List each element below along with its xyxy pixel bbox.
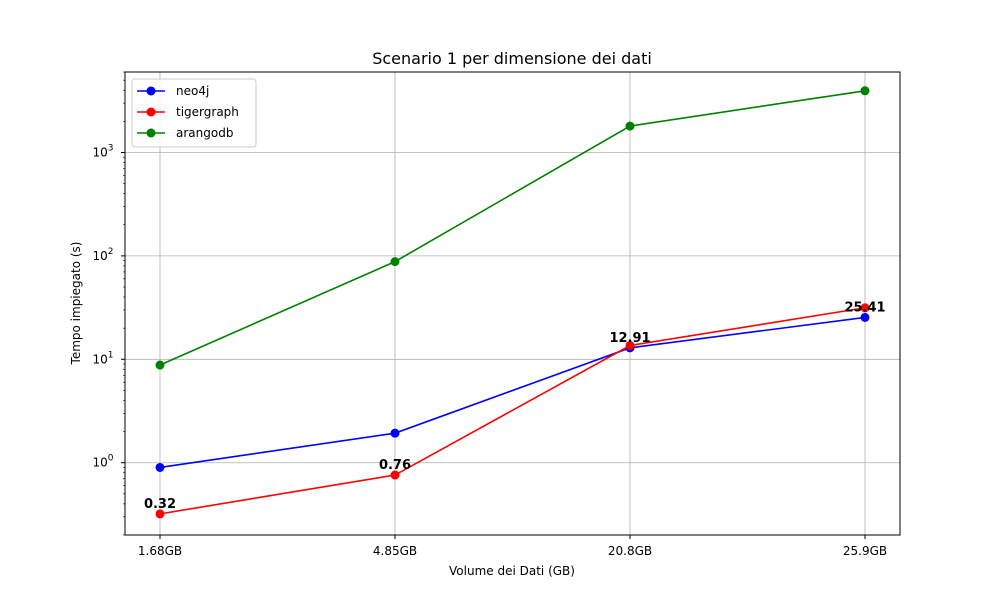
series-line-neo4j bbox=[159, 316, 866, 469]
series-line-arangodb bbox=[159, 89, 866, 366]
data-labels: 0.32 0.76 12.91 25.41 bbox=[144, 300, 886, 511]
data-point-neo4j bbox=[390, 428, 400, 438]
legend: neo4j tigergraph arangodb bbox=[131, 78, 257, 148]
plot-frame bbox=[124, 71, 901, 536]
x-tick-label: 1.68GB bbox=[138, 544, 182, 558]
legend-entry-arangodb: arangodb bbox=[176, 126, 233, 140]
data-point-tigergraph bbox=[625, 340, 635, 350]
data-point-neo4j bbox=[155, 462, 165, 472]
legend-box bbox=[131, 78, 257, 148]
data-label: 0.32 bbox=[144, 497, 176, 512]
y-tick-label: 101 bbox=[92, 350, 113, 366]
legend-marker-neo4j bbox=[146, 86, 156, 96]
x-axis-label: Volume dei Dati (GB) bbox=[449, 564, 575, 578]
legend-entry-neo4j: neo4j bbox=[176, 84, 209, 98]
data-label: 12.91 bbox=[609, 331, 650, 346]
y-tick-label: 102 bbox=[92, 247, 113, 263]
x-tick-label: 20.8GB bbox=[608, 544, 652, 558]
y-tick-label: 100 bbox=[92, 454, 113, 470]
x-tick-label: 25.9GB bbox=[843, 544, 887, 558]
data-point-tigergraph bbox=[860, 303, 870, 313]
series-line-tigergraph bbox=[159, 306, 866, 515]
data-label: 0.76 bbox=[379, 458, 411, 473]
grid-lines bbox=[125, 72, 900, 535]
y-axis-label: Tempo impiegato (s) bbox=[69, 242, 83, 366]
data-point-arangodb bbox=[625, 121, 635, 131]
y-tick-label: 103 bbox=[92, 143, 113, 159]
legend-entry-tigergraph: tigergraph bbox=[176, 105, 239, 119]
data-point-arangodb bbox=[155, 360, 165, 370]
series-group bbox=[155, 86, 870, 519]
legend-marker-arangodb bbox=[146, 128, 156, 138]
data-point-neo4j bbox=[860, 312, 870, 322]
data-point-arangodb bbox=[860, 86, 870, 96]
data-point-tigergraph bbox=[390, 470, 400, 480]
data-point-arangodb bbox=[390, 257, 400, 267]
y-axis-ticks: 100 101 102 103 bbox=[92, 71, 125, 536]
data-label: 25.41 bbox=[844, 300, 885, 315]
x-axis-ticks: 1.68GB 4.85GB 20.8GB 25.9GB bbox=[138, 535, 887, 558]
chart-title: Scenario 1 per dimensione dei dati bbox=[372, 49, 652, 68]
legend-marker-tigergraph bbox=[146, 107, 156, 117]
data-point-tigergraph bbox=[155, 509, 165, 519]
x-tick-label: 4.85GB bbox=[373, 544, 417, 558]
